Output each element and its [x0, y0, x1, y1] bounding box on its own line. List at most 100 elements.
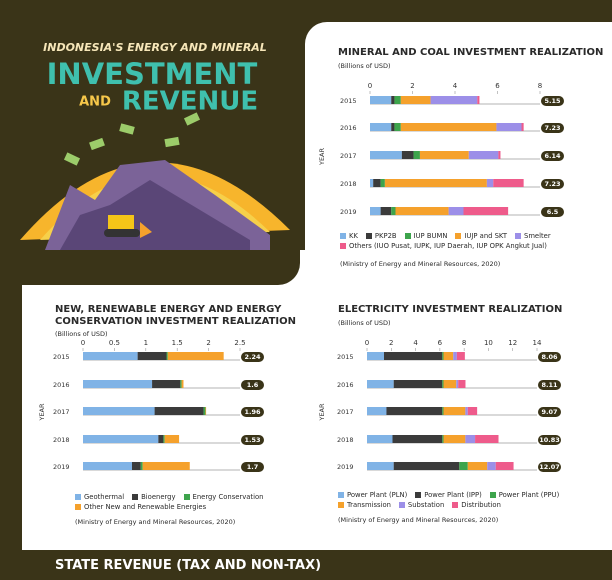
title: INVESTMENT	[47, 57, 258, 91]
legend-label: Transmission	[347, 501, 391, 509]
bar	[448, 207, 464, 215]
bar	[401, 151, 414, 159]
money	[89, 137, 105, 151]
legend-label: PKP2B	[374, 232, 397, 240]
total-label: 1.53	[244, 436, 260, 444]
kicker: INDONESIA'S ENERGY AND MINERAL	[43, 41, 267, 54]
money	[63, 152, 81, 166]
bar	[475, 435, 499, 443]
bar	[386, 407, 443, 415]
total-pill	[241, 462, 264, 472]
bar	[465, 435, 476, 443]
x-tick-label: 12	[508, 339, 517, 347]
bar	[152, 380, 181, 388]
bar	[521, 123, 524, 131]
legend-label: Distribution	[461, 501, 501, 509]
bar	[384, 179, 487, 187]
total-pill	[541, 179, 564, 189]
y-axis-label: YEAR	[38, 403, 46, 422]
bar	[370, 207, 381, 215]
legend-label: Bioenergy	[141, 493, 176, 501]
y-tick-label: 2016	[337, 381, 354, 389]
bar	[137, 352, 167, 360]
bar	[394, 123, 401, 131]
x-tick-label: 10	[484, 339, 493, 347]
legend-label: Geothermal	[84, 493, 125, 501]
bar	[442, 407, 444, 415]
bar	[131, 462, 141, 470]
bar	[495, 462, 514, 470]
bar	[496, 123, 522, 131]
chart-title: MINERAL AND COAL INVESTMENT REALIZATION	[338, 47, 604, 58]
legend-swatch	[340, 243, 346, 249]
legend-swatch	[75, 504, 81, 510]
y-tick-label: 2019	[340, 208, 357, 216]
legend-item: Power Plant (PLN)	[338, 491, 407, 499]
legend-label: KK	[349, 232, 358, 240]
legend-swatch	[515, 233, 521, 239]
x-tick-label: 0.5	[109, 339, 120, 347]
y-tick-label: 2016	[340, 124, 357, 132]
bar	[167, 352, 224, 360]
legend: Power Plant (PLN) Power Plant (IPP) Power …	[338, 491, 610, 509]
y-tick-label: 2017	[337, 408, 354, 416]
bar	[373, 179, 381, 187]
total-label: 5.15	[544, 97, 561, 105]
bar	[370, 96, 392, 104]
y-tick-label: 2015	[337, 353, 354, 361]
legend-label: Substation	[407, 501, 445, 509]
bar	[140, 462, 143, 470]
legend-item: Power Plant (PPU)	[489, 491, 559, 499]
x-tick-label: 8	[538, 82, 542, 90]
total-label: 6.14	[544, 152, 561, 160]
footer-title: STATE REVENUE (TAX AND NON-TAX)	[55, 558, 322, 573]
bar	[164, 435, 180, 443]
source: (Ministry of Energy and Mineral Resource…	[340, 260, 501, 268]
bar	[456, 352, 465, 360]
bar	[83, 380, 153, 388]
legend-swatch	[365, 233, 372, 239]
money	[183, 112, 201, 126]
y-axis-label: YEAR	[318, 403, 326, 422]
legend-label: IUP BUMN	[413, 232, 448, 240]
bar	[393, 380, 443, 388]
bar	[442, 435, 444, 443]
total-label: 8.11	[541, 381, 558, 389]
panel	[22, 250, 612, 550]
y-tick-label: 2017	[53, 408, 70, 416]
y-tick-label: 2018	[53, 436, 70, 444]
x-tick-label: 0	[81, 339, 85, 347]
y-tick-label: 2015	[340, 97, 357, 105]
bar	[430, 96, 478, 104]
bar	[205, 407, 207, 415]
legend-item: Substation	[398, 501, 445, 509]
y-tick-label: 2015	[53, 353, 70, 361]
bar	[442, 380, 444, 388]
legend-swatch	[452, 502, 459, 508]
bar	[443, 352, 454, 360]
title: AND	[79, 95, 111, 110]
legend-swatch	[398, 502, 405, 508]
bar	[498, 151, 501, 159]
legend-item: Geothermal	[75, 493, 124, 501]
y-tick-label: 2019	[53, 463, 70, 471]
bar	[391, 123, 395, 131]
total-pill	[241, 352, 264, 362]
y-tick-label: 2018	[337, 436, 354, 444]
legend-item: IUJP and SKT	[455, 232, 507, 240]
bar	[367, 435, 393, 443]
x-tick-label: 2	[389, 339, 393, 347]
legend-label: Power Plant (PLN)	[347, 491, 408, 499]
legend-item: Distribution	[452, 501, 501, 509]
bar	[384, 352, 443, 360]
legend-label: IUJP and SKT	[464, 232, 507, 240]
bar	[443, 380, 457, 388]
bar	[443, 435, 466, 443]
legend-label: Smelter	[524, 232, 551, 240]
x-tick-label: 8	[462, 339, 466, 347]
bar	[367, 352, 384, 360]
legend-item: Other New and Renewable Energies	[75, 503, 206, 511]
bar	[83, 352, 138, 360]
